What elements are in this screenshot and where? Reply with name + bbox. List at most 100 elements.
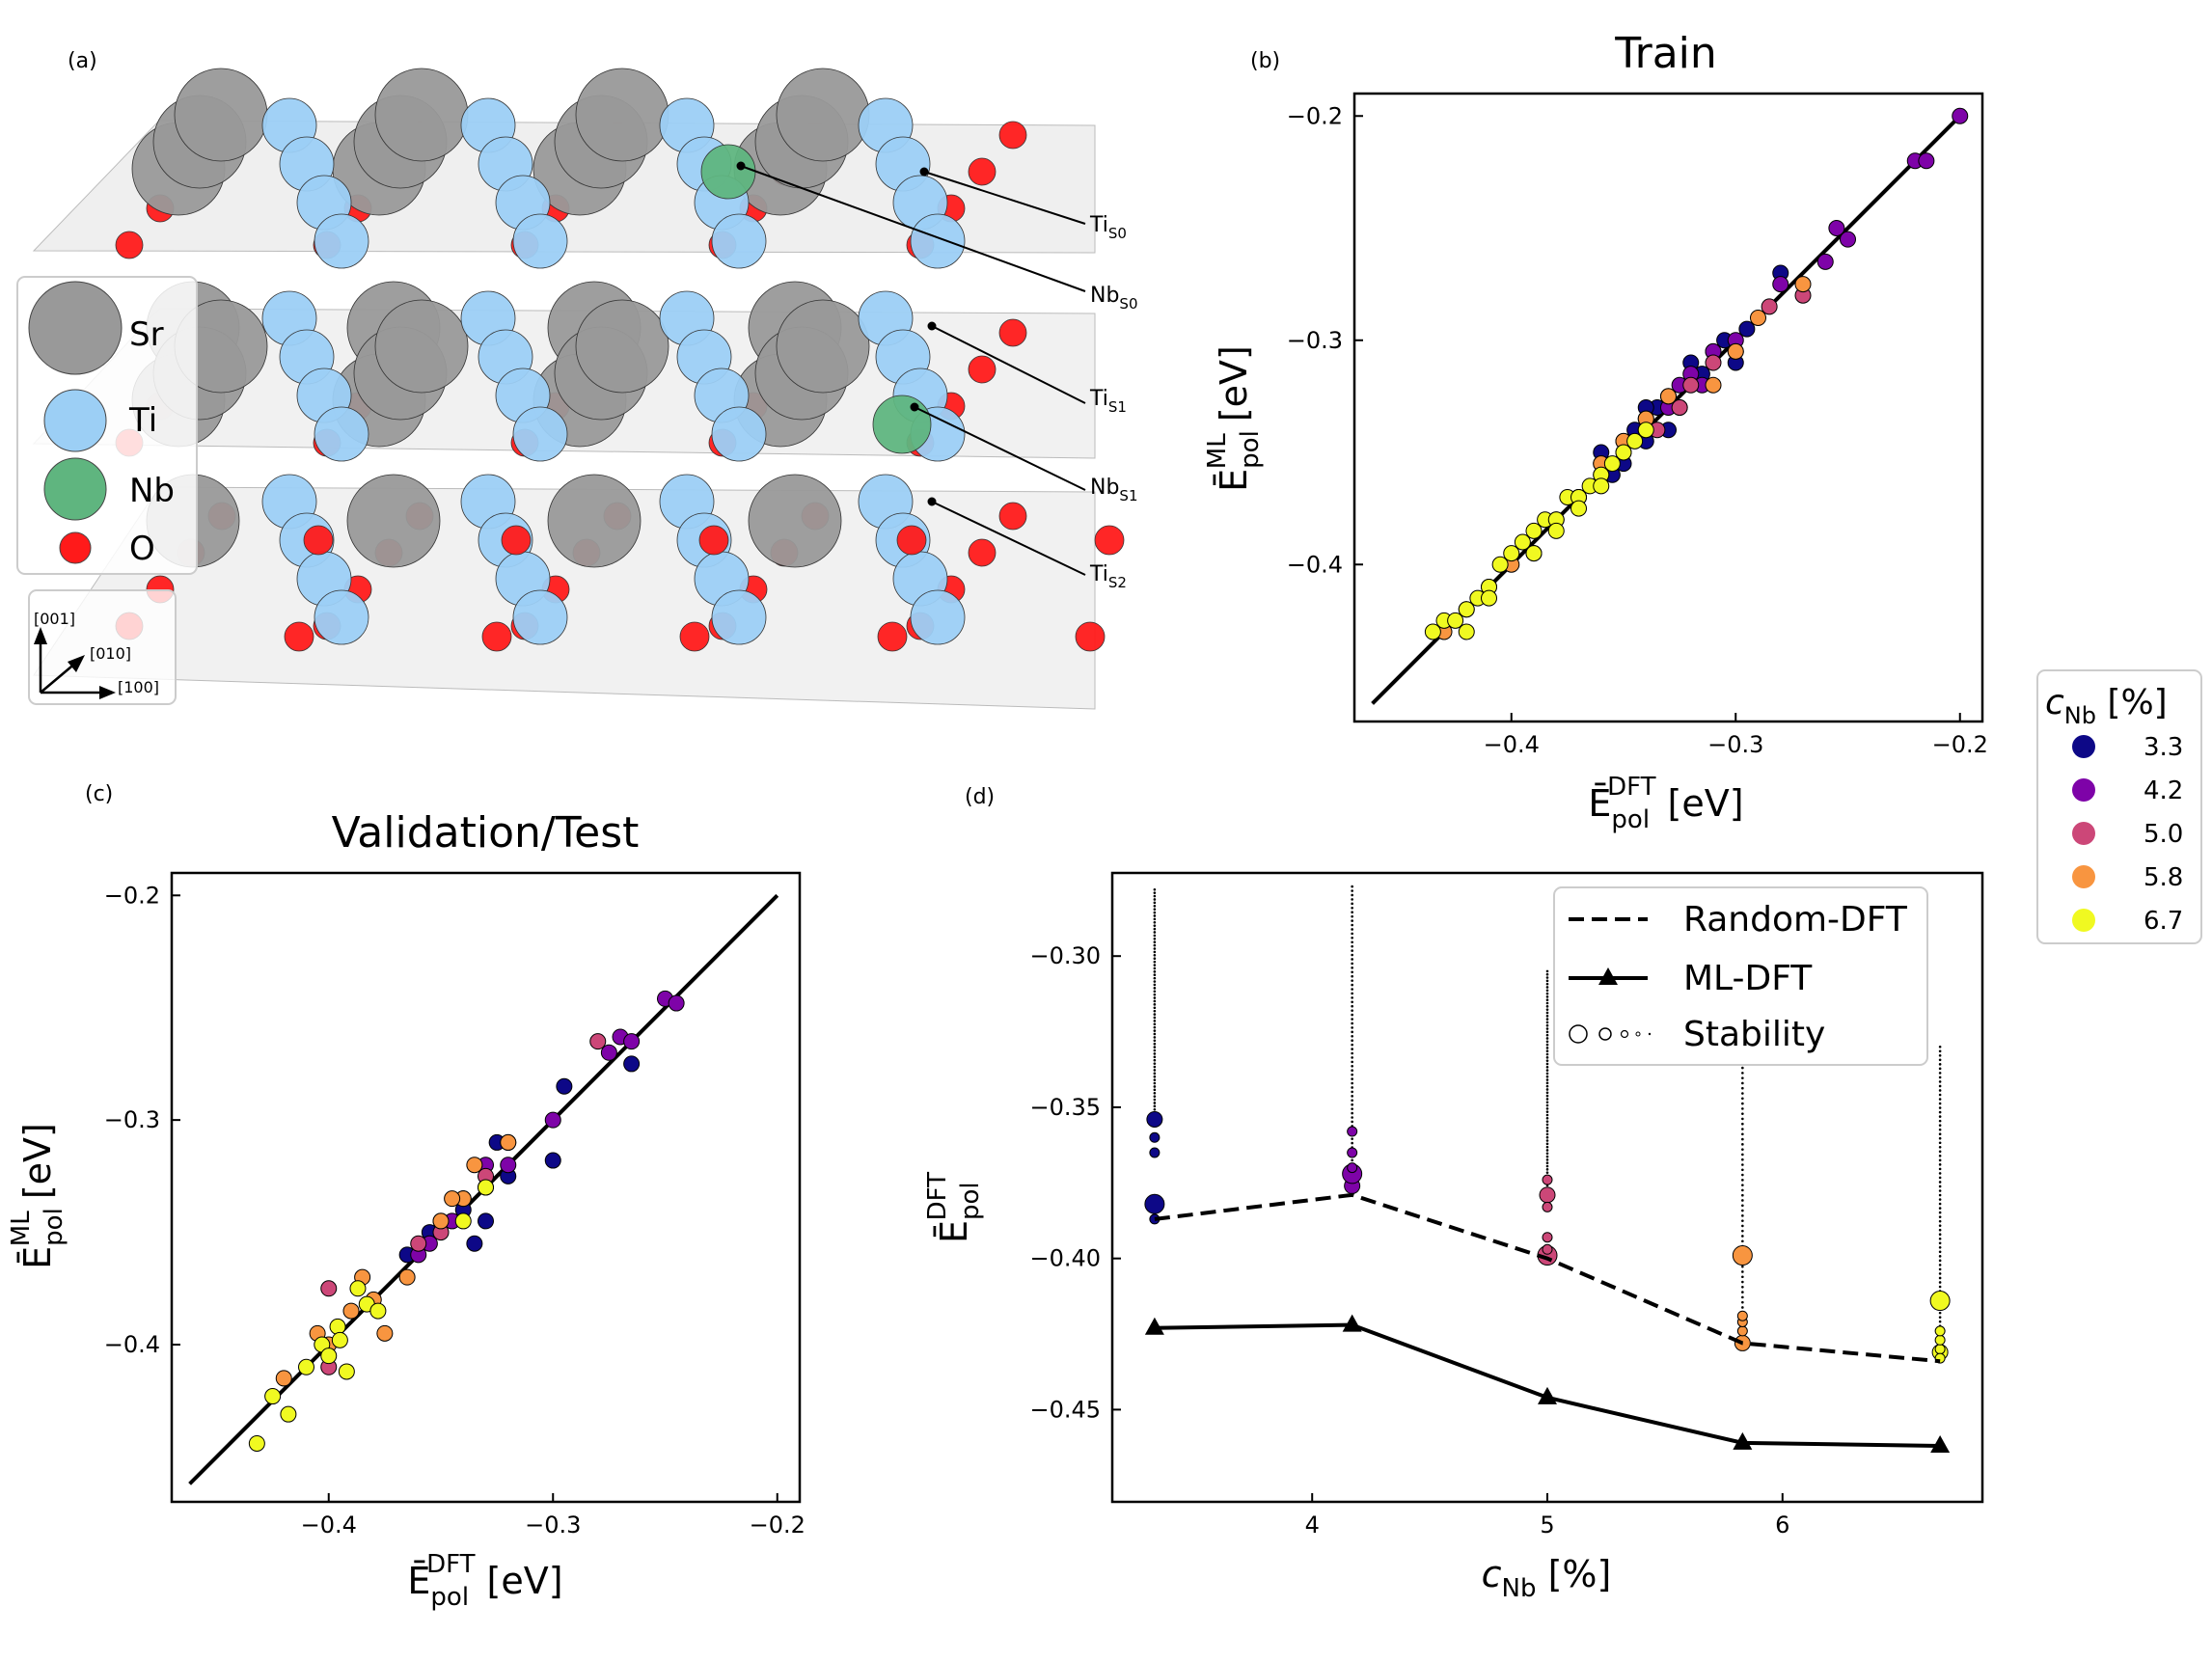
stability-dot [1351, 1116, 1353, 1119]
stability-dot [1938, 1132, 1942, 1135]
stability-point-3 [1736, 1310, 1748, 1321]
ml-dft-marker [1930, 1435, 1951, 1454]
train-point-4.2 [1828, 220, 1845, 236]
stability-dot [1741, 1102, 1744, 1105]
validation-point-5.8 [500, 1133, 517, 1151]
stability-dot [1153, 976, 1157, 980]
validation-point-6.7 [320, 1348, 338, 1365]
validation-point-5.0 [410, 1235, 427, 1252]
train-point-5.8 [1750, 310, 1766, 326]
train-point-6.7 [1570, 500, 1587, 517]
stability-dot [1938, 1106, 1942, 1109]
stability-dot [1545, 979, 1549, 983]
stability-dot [1545, 1152, 1549, 1156]
stability-dot [1351, 1004, 1353, 1008]
axis-100-label: [100] [118, 678, 159, 696]
stability-point-1 [1347, 1162, 1358, 1174]
titanium-atom [512, 406, 568, 462]
stability-dot [1153, 1036, 1157, 1039]
stability-dot [1545, 986, 1549, 989]
titanium-atom [512, 589, 568, 645]
validation-point-5.0 [320, 1280, 338, 1297]
stability-dot [1545, 1139, 1549, 1142]
stability-dot [1741, 1081, 1744, 1085]
stability-dot [1153, 1020, 1157, 1022]
stability-dot [1351, 923, 1353, 927]
oxygen-atom [968, 355, 997, 384]
stability-dot [1351, 1048, 1353, 1050]
concentration-legend-marker [2072, 778, 2095, 802]
stability-dot [1741, 1199, 1744, 1202]
stability-dot [1153, 1025, 1157, 1029]
legend-ml-dft-marker [1598, 967, 1618, 985]
train-ytick-label: −0.3 [1287, 327, 1343, 354]
stability-dot [1351, 1026, 1353, 1029]
train-point-4.2 [1816, 253, 1834, 270]
stability-point-4 [1929, 1291, 1951, 1312]
stability-point-0 [1149, 1131, 1161, 1143]
stability-dot [1153, 980, 1157, 983]
stability-dot [1153, 957, 1157, 961]
train-point-5.0 [1705, 354, 1722, 371]
validation-point-3.3 [623, 1055, 641, 1073]
stability-dot [1938, 1276, 1942, 1280]
panel-label-d: (d) [965, 785, 995, 809]
stability-dot [1741, 1275, 1744, 1279]
stability-dot [1351, 949, 1353, 952]
stability-dot [1153, 960, 1157, 964]
stability-dot [1938, 1193, 1942, 1197]
strontium-atom [776, 68, 870, 162]
oxygen-atom [501, 525, 532, 556]
strontium-atom [374, 68, 469, 162]
stability-dot [1153, 908, 1157, 911]
atom-legend: Sr Ti Nb O [16, 276, 198, 575]
oxygen-atom [998, 502, 1027, 531]
stability-dot [1938, 1224, 1942, 1227]
stability-dot [1938, 1219, 1942, 1223]
stability-dot [1938, 1158, 1942, 1162]
stability-dot [1351, 992, 1353, 995]
oxygen-atom [698, 525, 729, 556]
validation-point-6.7 [369, 1302, 387, 1320]
stability-dot [1351, 906, 1353, 910]
stability-dot [1741, 1092, 1744, 1095]
stability-dot [1741, 1300, 1744, 1304]
stability-dot [1351, 1137, 1353, 1140]
legend-stability-marker-2 [1598, 1027, 1612, 1041]
stability-dot [1153, 1088, 1157, 1092]
stability-dot [1351, 1030, 1353, 1034]
stability-dot [1545, 1142, 1549, 1146]
stability-dot [1545, 1126, 1549, 1130]
stability-dot [1938, 1259, 1942, 1263]
stability-dot [1351, 1018, 1353, 1021]
concentration-ytick-label: −0.45 [1029, 1396, 1101, 1423]
stability-dot [1545, 1130, 1549, 1132]
axis-001-label: [001] [34, 610, 75, 628]
validation-point-5.8 [376, 1324, 394, 1342]
stability-dot [1153, 947, 1157, 950]
stability-point-1 [1347, 1147, 1358, 1158]
stability-dot [1938, 1080, 1942, 1083]
stability-dot [1741, 1076, 1744, 1079]
legend-sr-label: Sr [129, 315, 164, 354]
validation-ytick-label: −0.4 [104, 1331, 160, 1358]
stability-dot [1351, 1009, 1353, 1012]
stability-dot [1153, 1095, 1157, 1098]
stability-dot [1938, 1311, 1942, 1315]
axis-010-arrow [68, 655, 85, 672]
stability-dot [1545, 1008, 1549, 1011]
stability-point-0 [1146, 1110, 1163, 1128]
stability-dot [1351, 1043, 1353, 1047]
stability-dot [1938, 1202, 1942, 1206]
train-ylabel: ĒpolML [eV] [1203, 345, 1265, 492]
stability-dot [1545, 1113, 1549, 1117]
stability-dot [1153, 983, 1157, 987]
train-point-6.7 [1626, 432, 1644, 449]
stability-dot [1545, 1059, 1549, 1062]
stability-dot [1545, 982, 1549, 986]
concentration-legend-entries: 3.3 4.2 5.0 5.8 6.7 [2072, 733, 2183, 936]
validation-point-5.8 [342, 1302, 360, 1320]
stability-dot [1938, 1237, 1942, 1240]
validation-point-4.2 [623, 1033, 641, 1050]
stability-dot [1545, 1021, 1549, 1024]
